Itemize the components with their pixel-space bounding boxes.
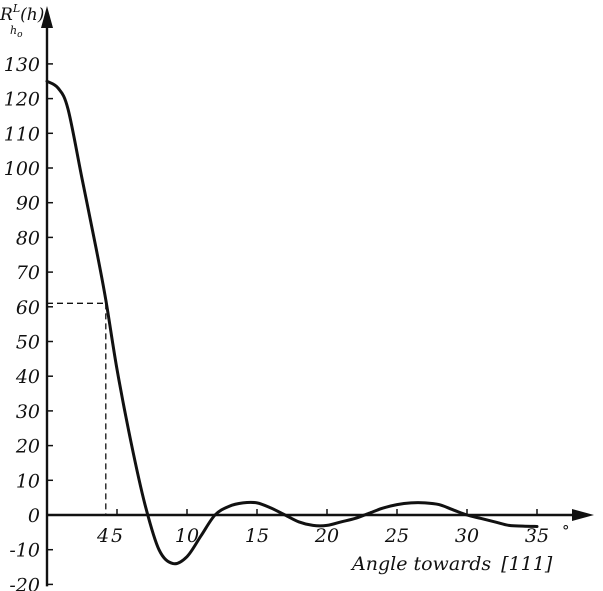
y-axis-label-subscript: ho: [10, 24, 23, 40]
x-axis-arrowhead: [572, 509, 594, 521]
y-tick-label: 80: [16, 227, 40, 249]
y-tick-label: 100: [4, 158, 40, 180]
y-tick-label: 40: [15, 366, 40, 388]
y-tick-label: 60: [16, 297, 40, 319]
y-tick-label: 30: [16, 401, 40, 423]
x-tick-label: 5: [111, 525, 123, 547]
x-axis-unit: °: [562, 522, 570, 540]
y-tick-label: 0: [28, 505, 40, 527]
y-axis: [41, 6, 53, 587]
y-tick-label: 50: [16, 332, 40, 354]
x-axis-title: Angle towards [111]: [350, 553, 553, 575]
x-tick-label: 4: [96, 525, 109, 547]
y-tick-label: 130: [4, 54, 40, 76]
x-axis: [47, 509, 594, 521]
y-axis-label-suffix: (h): [20, 5, 44, 25]
x-tick-label: 20: [314, 525, 339, 547]
y-tick-label: 70: [16, 262, 40, 284]
x-ticks: 4 5 10 15 20 25 30 35: [96, 509, 549, 547]
y-tick-label: 20: [15, 436, 40, 458]
x-axis-title-text: Angle towards: [350, 553, 491, 575]
y-tick-label: 10: [16, 470, 40, 492]
x-tick-label: 15: [245, 525, 269, 547]
y-axis-label-sub: h: [10, 24, 17, 37]
y-axis-arrowhead: [41, 6, 53, 28]
y-tick-label: 120: [4, 89, 40, 111]
y-axis-label: RL(h): [0, 2, 44, 25]
y-tick-label: -10: [9, 540, 40, 562]
series-line: [45, 79, 539, 566]
y-tick-label: 90: [16, 193, 40, 215]
x-tick-label: 25: [384, 525, 409, 547]
x-axis-title-bracket: [111]: [501, 553, 553, 575]
y-tick-label: -20: [9, 574, 40, 591]
x-tick-label: 30: [455, 525, 479, 547]
reference-guides: [47, 302, 107, 515]
x-tick-label: 10: [175, 525, 199, 547]
y-axis-label-subsub: o: [17, 30, 23, 40]
y-axis-label-sup: L: [12, 2, 20, 15]
x-tick-label: 35: [525, 525, 549, 547]
y-axis-label-main: R: [0, 5, 13, 25]
y-tick-label: 110: [4, 123, 40, 145]
